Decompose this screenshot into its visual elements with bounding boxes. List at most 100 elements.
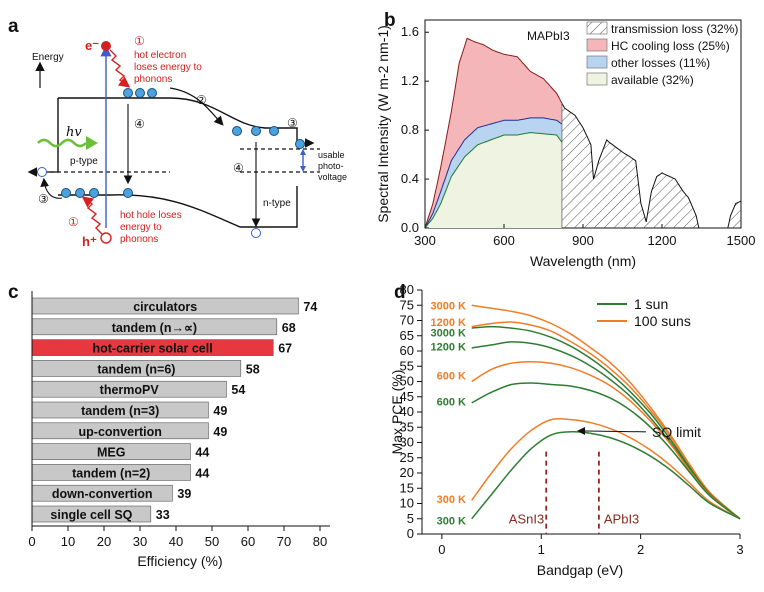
pce-curve-label-6: 300 K (437, 494, 466, 506)
pce-annotations: ASnI3 APbI3 SQ limit (509, 424, 701, 534)
bar-label-6: up-convertion (79, 425, 162, 439)
photon-wave (37, 138, 87, 148)
hot-electron (101, 41, 111, 51)
n-type-label: n-type (263, 198, 291, 209)
legend-swatch-2 (586, 55, 608, 69)
bar-value-7: 44 (195, 446, 209, 460)
bar-label-10: single cell SQ (50, 508, 132, 522)
pce-y-tick-label: 15 (400, 480, 414, 495)
pce-curve-label-5: 600 K (437, 396, 466, 408)
bar-label-3: tandem (n=6) (97, 362, 175, 376)
legend-label-3: available (32%) (611, 73, 694, 87)
pce-curve-label-3: 1200 K (431, 341, 467, 353)
hole-vb-1 (61, 188, 71, 198)
pce-curve-5 (471, 382, 741, 520)
spectrum-line-ir (561, 102, 742, 229)
pce-curve-1 (471, 321, 741, 520)
hole-vb-2 (75, 188, 85, 198)
bar-value-4: 54 (231, 383, 245, 397)
pce-y-label: Max PCE (%) (389, 370, 405, 455)
spectrum-x-tick-label: 1200 (648, 233, 677, 248)
hole-exit (37, 167, 47, 177)
panel-label-d: d (394, 282, 406, 303)
spectrum-line-hc (424, 37, 563, 229)
bar-x-tick-label: 20 (97, 534, 111, 549)
spectrum-y-tick-label: 0.4 (401, 171, 419, 186)
bar-value-6: 49 (213, 425, 227, 439)
bar-value-8: 44 (195, 466, 209, 480)
pce-y-tick-label: 5 (407, 511, 414, 526)
electron-n-2 (251, 126, 261, 136)
step-1-bottom: ① (68, 215, 79, 229)
pce-curve-7 (471, 431, 741, 520)
bar-value-2: 67 (278, 342, 292, 356)
legend-label-2: other losses (11%) (611, 56, 710, 70)
hole-vb-3 (89, 188, 99, 198)
pce-y-tick-label: 55 (400, 358, 414, 373)
step-4-left: ④ (134, 117, 145, 131)
valence-band (57, 98, 298, 228)
pce-legend-label-1: 100 suns (634, 313, 691, 329)
spectrum-legend: transmission loss (32%) HC cooling loss (… (586, 21, 738, 87)
pce-y-tick-label: 80 (400, 282, 414, 297)
electron-label: e⁻ (85, 38, 99, 53)
spectrum-x-tick-label: 300 (414, 233, 436, 248)
legend-swatch-3 (586, 72, 608, 86)
legend-swatch-0 (586, 21, 608, 35)
hot-electron-text-2: loses energy to (134, 62, 202, 73)
spectrum-y-label: Spectral Intensity (W m-2 nm-1) (375, 25, 391, 223)
pce-y-tick-label: 50 (400, 374, 414, 389)
voltage-arrow-up (300, 149, 306, 155)
pce-curve-2 (471, 325, 741, 520)
usable-text-1: usable (318, 150, 345, 160)
bar-x-tick-label: 60 (241, 534, 255, 549)
pce-legend-label-0: 1 sun (634, 296, 668, 312)
hot-hole (100, 232, 112, 244)
spectrum-title: MAPbI3 (527, 29, 570, 43)
bar-value-0: 74 (303, 300, 317, 314)
pce-y-tick-label: 35 (400, 419, 414, 434)
step-4-right: ④ (233, 161, 244, 175)
bar-label-7: MEG (97, 446, 125, 460)
pce-curve-label-4: 600 K (437, 370, 466, 382)
pce-y-tick-label: 75 (400, 297, 414, 312)
step-3-left: ③ (38, 192, 49, 206)
p-type-label: p-type (70, 156, 98, 167)
electron-n-3 (269, 126, 279, 136)
electron-cb-3 (147, 88, 157, 98)
spectrum-y-tick-label: 1.2 (401, 73, 419, 88)
conduction-band (58, 97, 298, 143)
hot-electron-text-3: phonons (134, 74, 172, 85)
spectrum-x-tick-label: 900 (572, 233, 594, 248)
spectrum-chart: 300 600 900 1200 1500 0.0 0.4 0.8 1.2 1.6 Wavele… (375, 19, 755, 269)
pce-y-tick-label: 40 (400, 404, 414, 419)
sq-limit-arrow (577, 426, 647, 435)
spectrum-y-tick-label: 0.8 (401, 122, 419, 137)
available-line (424, 132, 563, 229)
electron-cb-1 (123, 88, 133, 98)
pce-x-tick-label: 3 (736, 542, 743, 557)
step-1-top: ① (134, 34, 145, 48)
pce-curve-3 (471, 341, 741, 520)
available-area (425, 132, 562, 228)
bar-x-ticks: 0 10 20 30 40 50 60 70 80 (28, 526, 327, 549)
pce-y-tick-label: 25 (400, 450, 414, 465)
pce-x-ticks: 0 1 2 3 (438, 534, 744, 557)
electron-contact (295, 139, 305, 149)
efficiency-bars: circulators 74 tandem (n→∝) 68 hot-carrier s… (31, 297, 317, 523)
pce-x-tick-label: 0 (438, 542, 445, 557)
bar-value-9: 39 (177, 487, 191, 501)
spectrum-x-ticks: 300 600 900 1200 1500 (414, 224, 755, 248)
bar-label-2: hot-carrier solar cell (92, 342, 212, 356)
bar-label-5: tandem (n=3) (81, 404, 159, 418)
panel-label-a: a (8, 16, 19, 37)
bar-x-label: Efficiency (%) (137, 553, 222, 569)
spectrum-fills (425, 38, 741, 229)
hc-cooling-area (425, 38, 562, 229)
pce-x-tick-label: 2 (637, 542, 644, 557)
apbi3-label: APbI3 (604, 511, 639, 526)
panel-label-c: c (8, 282, 19, 303)
